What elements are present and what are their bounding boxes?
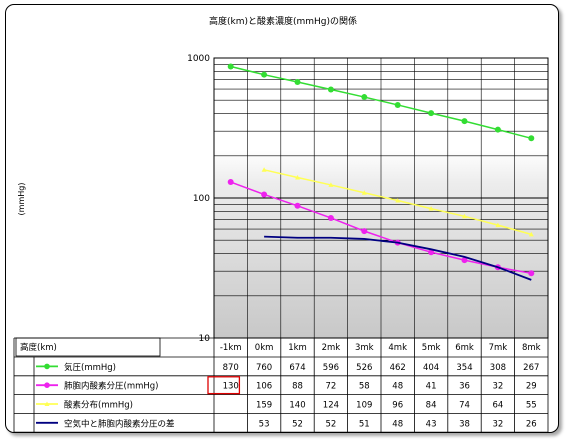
data-point — [395, 197, 401, 203]
data-label: 58 — [359, 382, 370, 392]
data-point — [261, 167, 267, 172]
data-label: 96 — [392, 401, 403, 411]
data-label: 26 — [526, 419, 537, 429]
x-tick-label: 7mk — [489, 343, 508, 353]
chart-title: 高度(km)と酸素濃度(mmHg)の関係 — [209, 15, 357, 27]
data-label: 526 — [356, 363, 372, 373]
data-label: 124 — [323, 401, 339, 411]
data-point — [327, 86, 334, 93]
data-label: 74 — [459, 401, 470, 411]
data-point — [361, 94, 368, 101]
data-label: 109 — [356, 401, 372, 411]
data-label: 354 — [456, 363, 472, 373]
data-point — [328, 182, 334, 187]
data-point — [294, 202, 301, 209]
data-label: 53 — [259, 419, 270, 429]
series-layer — [227, 63, 535, 281]
series-name: 肺胞内酸素分圧(mmHg) — [64, 381, 158, 392]
data-label: 760 — [256, 363, 272, 373]
data-label: 462 — [390, 363, 406, 373]
x-tick-label: 8mk — [522, 343, 541, 353]
legend-key-marker — [44, 382, 50, 389]
highlight-cell — [207, 376, 241, 395]
data-point — [495, 222, 501, 228]
y-tick-labels: 1000 100 10 — [187, 54, 210, 344]
data-label: 596 — [323, 363, 339, 373]
x-tick-label: 5mk — [422, 343, 441, 353]
data-label: 870 — [223, 363, 239, 373]
data-label: 36 — [459, 382, 470, 392]
data-label: 38 — [459, 419, 470, 429]
data-label: 43 — [426, 419, 437, 429]
data-point — [428, 206, 434, 211]
data-label: 140 — [289, 401, 305, 411]
series-name: 空気中と肺胞内酸素分圧の差 — [64, 418, 175, 429]
x-tick-label: 4mk — [388, 343, 407, 353]
data-point — [294, 78, 301, 85]
data-label: 52 — [292, 419, 303, 429]
data-label: 404 — [423, 363, 439, 373]
data-label: 88 — [292, 382, 303, 392]
data-table: 高度(km) -1km 0km 1km 2mk 3mk 4mk 5mk 6mk 7mk 8mk 気圧(… — [13, 337, 549, 433]
data-point — [528, 231, 534, 237]
data-point — [461, 257, 468, 264]
data-point — [327, 214, 334, 221]
data-point — [261, 71, 268, 78]
data-point — [494, 126, 501, 133]
data-point — [227, 63, 234, 70]
x-tick-label: 2mk — [322, 343, 341, 353]
data-label: 84 — [426, 401, 437, 411]
x-axis-label: 高度(km) — [20, 342, 57, 353]
data-point — [428, 110, 435, 117]
x-tick-label: 0km — [255, 343, 274, 353]
y-axis-label: (mmHg) — [17, 183, 26, 216]
series-line-1 — [230, 181, 532, 275]
legend-key-marker — [44, 401, 50, 406]
data-label: 130 — [223, 382, 239, 392]
data-point — [295, 175, 300, 180]
data-label: 55 — [526, 401, 537, 411]
data-label: 48 — [392, 419, 403, 429]
data-label: 72 — [325, 382, 336, 392]
data-point — [528, 135, 535, 142]
x-tick-label: 3mk — [355, 343, 374, 353]
data-label: 267 — [523, 363, 539, 373]
data-label: 52 — [325, 419, 336, 429]
data-point — [528, 270, 535, 277]
data-label: 674 — [289, 363, 305, 373]
data-point — [461, 118, 468, 125]
data-label: 106 — [256, 382, 272, 392]
y-tick-label: 100 — [193, 194, 210, 204]
data-label: 41 — [426, 382, 437, 392]
data-point — [227, 179, 234, 186]
data-label: 159 — [256, 401, 272, 411]
series-line-0 — [230, 65, 532, 140]
data-label: 64 — [492, 401, 503, 411]
series-name: 酸素分布(mmHg) — [64, 400, 133, 411]
legend-key-marker — [44, 363, 50, 370]
x-tick-label: -1km — [220, 343, 242, 353]
y-tick-label: 10 — [199, 334, 211, 344]
data-point — [394, 101, 401, 108]
y-tick-label: 1000 — [187, 54, 210, 64]
grid-lines — [214, 58, 548, 339]
data-label: 32 — [492, 382, 503, 392]
data-label: 48 — [392, 382, 403, 392]
x-tick-label: 1km — [288, 343, 307, 353]
data-label: 51 — [359, 419, 370, 429]
series-line-3 — [264, 235, 532, 281]
data-point — [361, 190, 367, 195]
data-label: 32 — [492, 419, 503, 429]
x-tick-label: 6mk — [455, 343, 474, 353]
series-name: 気圧(mmHg) — [64, 362, 116, 373]
data-point — [261, 191, 268, 198]
data-point — [462, 213, 467, 219]
data-point — [361, 228, 368, 235]
data-label: 308 — [490, 363, 506, 373]
data-label: 29 — [526, 382, 537, 392]
data-point — [428, 249, 435, 256]
